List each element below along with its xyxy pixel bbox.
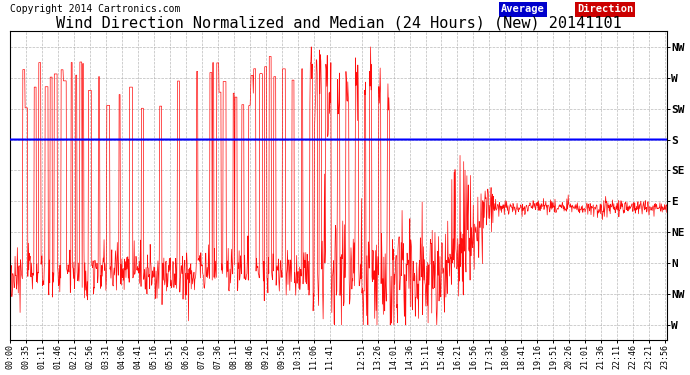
Title: Wind Direction Normalized and Median (24 Hours) (New) 20141101: Wind Direction Normalized and Median (24… [55,15,621,30]
Text: Direction: Direction [577,4,633,15]
Text: Copyright 2014 Cartronics.com: Copyright 2014 Cartronics.com [10,4,180,15]
Text: Average: Average [501,4,545,15]
